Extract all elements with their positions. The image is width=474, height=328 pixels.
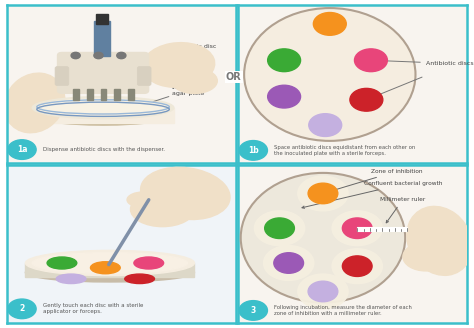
Circle shape <box>355 49 387 72</box>
FancyBboxPatch shape <box>57 52 149 93</box>
Ellipse shape <box>134 257 164 269</box>
Ellipse shape <box>91 262 120 274</box>
Bar <box>87 89 93 100</box>
Circle shape <box>264 246 314 280</box>
Bar <box>128 89 134 100</box>
Circle shape <box>255 211 305 246</box>
Ellipse shape <box>130 192 194 227</box>
Ellipse shape <box>32 106 174 125</box>
Ellipse shape <box>125 274 155 283</box>
Circle shape <box>309 114 342 136</box>
Text: Zone of inhibition: Zone of inhibition <box>329 169 422 192</box>
Ellipse shape <box>403 242 448 271</box>
Text: Antibiotic discs: Antibiotic discs <box>375 59 474 66</box>
Circle shape <box>268 49 301 72</box>
Circle shape <box>342 218 372 238</box>
Circle shape <box>342 256 372 277</box>
Circle shape <box>350 88 383 111</box>
Text: 1b: 1b <box>248 146 259 155</box>
Circle shape <box>71 52 80 59</box>
Circle shape <box>332 211 383 246</box>
Text: OR: OR <box>226 72 242 82</box>
Bar <box>26 263 194 277</box>
Ellipse shape <box>32 97 174 119</box>
Bar <box>357 227 408 231</box>
Circle shape <box>239 141 267 160</box>
Ellipse shape <box>142 43 215 87</box>
Bar <box>101 89 107 100</box>
Circle shape <box>117 52 126 59</box>
Ellipse shape <box>407 206 472 275</box>
Bar <box>115 89 120 100</box>
Text: Confluent bacterial growth: Confluent bacterial growth <box>302 181 442 208</box>
FancyBboxPatch shape <box>137 67 151 86</box>
Circle shape <box>308 183 338 204</box>
Ellipse shape <box>47 257 77 269</box>
Text: Dispense antibiotic discs with the dispenser.: Dispense antibiotic discs with the dispe… <box>43 147 164 152</box>
FancyBboxPatch shape <box>55 67 69 86</box>
Ellipse shape <box>172 68 217 93</box>
Circle shape <box>239 301 267 320</box>
Text: 3: 3 <box>251 306 256 315</box>
Ellipse shape <box>26 263 194 282</box>
Circle shape <box>308 281 338 302</box>
Text: Space antibiotic discs equidistant from each other on
the inoculated plate with : Space antibiotic discs equidistant from … <box>274 145 415 156</box>
Circle shape <box>268 85 301 108</box>
Ellipse shape <box>4 73 65 133</box>
Circle shape <box>313 12 346 35</box>
Circle shape <box>332 249 383 283</box>
Text: Millimeter ruler: Millimeter ruler <box>380 197 425 223</box>
Text: 2: 2 <box>19 304 25 313</box>
Text: Gently touch each disc with a sterile
applicator or forceps.: Gently touch each disc with a sterile ap… <box>43 303 143 314</box>
Circle shape <box>274 253 303 273</box>
Text: Inoculated
agar plate: Inoculated agar plate <box>144 85 205 105</box>
Ellipse shape <box>56 274 86 283</box>
Bar <box>73 89 79 100</box>
Bar <box>94 21 110 55</box>
Ellipse shape <box>37 99 169 116</box>
Bar <box>96 14 108 24</box>
Circle shape <box>8 140 36 159</box>
Text: Antibiotic disc
dispenser: Antibiotic disc dispenser <box>144 44 216 68</box>
Ellipse shape <box>241 173 405 302</box>
Ellipse shape <box>141 167 230 219</box>
Bar <box>32 108 174 123</box>
Circle shape <box>264 218 294 238</box>
Text: 1a: 1a <box>17 145 27 154</box>
Ellipse shape <box>244 8 416 141</box>
Text: Following incubation, measure the diameter of each
zone of inhibition with a mil: Following incubation, measure the diamet… <box>274 305 412 316</box>
Circle shape <box>8 299 36 319</box>
Circle shape <box>94 52 103 59</box>
Ellipse shape <box>32 253 188 273</box>
Ellipse shape <box>26 250 194 276</box>
Ellipse shape <box>127 192 161 208</box>
Circle shape <box>298 274 348 309</box>
Ellipse shape <box>9 79 41 114</box>
Circle shape <box>298 176 348 211</box>
